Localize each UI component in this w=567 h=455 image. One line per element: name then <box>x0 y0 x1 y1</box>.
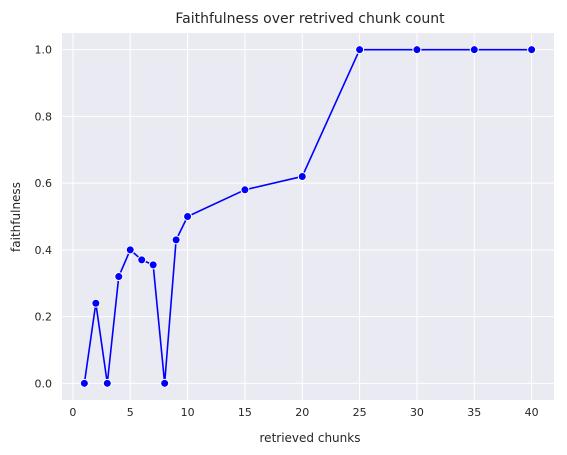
data-point <box>527 45 537 55</box>
data-point <box>91 298 101 308</box>
x-tick-label: 40 <box>525 406 539 419</box>
data-point <box>183 212 193 221</box>
y-tick-label: 0.8 <box>35 110 53 123</box>
series-group <box>79 45 537 388</box>
data-point <box>469 45 479 55</box>
data-point <box>102 378 112 388</box>
x-tick-label: 15 <box>238 406 252 419</box>
y-axis-ticks: 0.0 0.2 0.4 0.6 0.8 1.0 <box>35 44 53 391</box>
y-tick-label: 0.0 <box>35 377 53 390</box>
data-point <box>125 245 135 255</box>
data-point <box>297 171 307 181</box>
x-tick-label: 35 <box>467 406 481 419</box>
chart-title: Faithfulness over retrived chunk count <box>175 11 445 27</box>
series-line <box>83 48 532 385</box>
y-tick-label: 0.2 <box>35 311 53 324</box>
x-tick-label: 30 <box>410 406 424 419</box>
y-tick-label: 0.4 <box>35 244 53 257</box>
x-tick-label: 10 <box>181 406 195 419</box>
data-point <box>355 45 365 55</box>
data-point <box>114 272 124 282</box>
x-tick-label: 20 <box>295 406 309 419</box>
x-axis-label: retrieved chunks <box>260 431 361 445</box>
y-tick-label: 1.0 <box>35 44 53 57</box>
x-tick-label: 25 <box>353 406 367 419</box>
y-tick-label: 0.6 <box>35 177 53 190</box>
data-point <box>171 235 181 245</box>
grid-lines <box>62 33 554 400</box>
x-axis-ticks: 0 5 10 15 20 25 30 35 40 <box>69 406 538 419</box>
data-point <box>148 260 158 270</box>
plot-area <box>62 33 554 400</box>
data-point <box>79 378 89 388</box>
x-tick-label: 5 <box>127 406 134 419</box>
data-point <box>412 45 422 55</box>
x-tick-label: 0 <box>69 406 76 419</box>
data-point <box>137 255 147 265</box>
data-point <box>240 185 250 195</box>
y-axis-label: faithfulness <box>9 182 23 252</box>
data-point <box>160 378 170 388</box>
